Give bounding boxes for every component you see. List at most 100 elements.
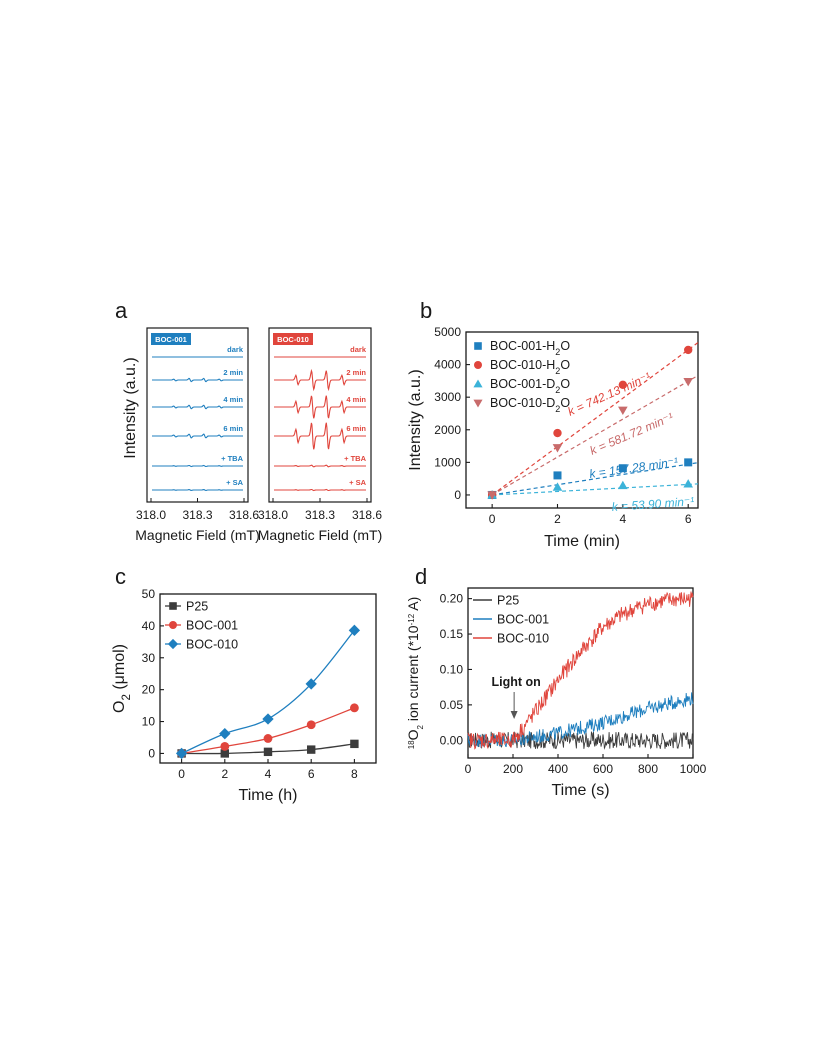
b-point: [618, 464, 627, 473]
epr-trace: [274, 464, 366, 468]
b-ytick-label: 0: [454, 488, 461, 502]
b-fit-label: k = 53.90 min⁻¹: [611, 494, 694, 514]
epr-xtick-label: 318.0: [136, 508, 166, 522]
c-point: [262, 713, 274, 725]
d-xtick-label: 800: [638, 762, 658, 776]
b-ytick-label: 5000: [434, 325, 461, 339]
c-legend-label: P25: [186, 600, 208, 614]
c-point: [350, 739, 359, 749]
d-ytick-label: 0.00: [440, 733, 464, 747]
c-point: [263, 747, 273, 757]
c-point: [219, 727, 231, 740]
epr-trace-label: + SA: [226, 478, 243, 487]
epr-trace: [152, 489, 243, 491]
epr-trace: [152, 377, 243, 383]
c-xtick-label: 8: [351, 767, 358, 781]
d-xtick-label: 1000: [680, 762, 707, 776]
b-point: [553, 471, 562, 480]
b-ytick-label: 1000: [434, 455, 461, 469]
c-ytick-label: 20: [142, 683, 156, 697]
epr-xlabel: Magnetic Field (mT): [258, 527, 382, 543]
epr-trace: [152, 433, 243, 439]
epr-trace-label: + TBA: [344, 454, 366, 463]
c-ytick-label: 0: [148, 746, 155, 760]
epr-xlabel: Magnetic Field (mT): [135, 527, 259, 543]
c-point: [307, 745, 316, 754]
b-legend-marker: [474, 361, 482, 369]
c-xlabel: Time (h): [239, 787, 298, 804]
epr-subpanel-2: BOC-010 dark 2 min 4 min 6 min + TBA + SA 318.0…: [258, 327, 382, 543]
c-ylabel: O2 (μmol): [111, 644, 133, 713]
d-ylabel-part: A): [405, 597, 421, 614]
panel-d-letter: d: [415, 564, 427, 589]
epr-trace-label: 6 min: [346, 424, 366, 433]
d-xlabel: Time (s): [551, 782, 609, 799]
b-ytick-label: 4000: [434, 358, 461, 372]
c-legend-marker: [169, 602, 177, 610]
epr-frame: [146, 327, 249, 503]
b-legend-label: BOC-010-D2O: [490, 396, 570, 414]
d-ylabel-part: O: [405, 729, 421, 740]
b-legend-marker: [474, 342, 482, 350]
b-legend-label: BOC-010-H2O: [490, 358, 570, 376]
d-series-line: [467, 730, 694, 750]
b-legend-label: BOC-001-H2O: [490, 339, 570, 357]
epr-badge: [151, 333, 191, 345]
panel-a-ylabel: Intensity (a.u.): [122, 357, 139, 458]
epr-trace-label: + TBA: [221, 454, 243, 463]
d-ytick-label: 0.15: [440, 627, 464, 641]
d-xtick-label: 0: [465, 762, 472, 776]
c-point: [220, 742, 230, 751]
c-point: [175, 747, 188, 760]
d-xtick-label: 200: [503, 762, 523, 776]
c-point: [348, 624, 361, 637]
b-fit-label: k = 742.13 min⁻¹: [566, 370, 653, 419]
epr-badge: [273, 333, 313, 345]
epr-xtick-label: 318.3: [305, 508, 335, 522]
epr-xtick-label: 318.6: [352, 508, 382, 522]
panel-a-letter: a: [115, 298, 128, 323]
b-xtick-label: 2: [554, 512, 561, 526]
b-point: [684, 458, 693, 467]
epr-badge-label: BOC-010: [277, 335, 309, 344]
c-legend-label: BOC-010: [186, 638, 238, 652]
b-fit-line: [491, 374, 699, 496]
c-point: [306, 720, 316, 730]
panel-b-letter: b: [420, 298, 432, 323]
c-point: [349, 703, 359, 713]
b-fit-label: k = 157.28 min⁻¹: [588, 455, 678, 481]
d-ytick-label: 0.10: [440, 662, 464, 676]
c-ytick-label: 30: [142, 651, 156, 665]
d-arrow-head: [510, 711, 518, 719]
epr-trace-label: 6 min: [223, 424, 243, 433]
b-xtick-label: 0: [489, 512, 496, 526]
b-legend-marker: [473, 399, 483, 408]
epr-frame: [268, 327, 372, 503]
b-point: [552, 444, 563, 453]
epr-xtick-label: 318.3: [182, 508, 212, 522]
b-ytick-label: 2000: [434, 423, 461, 437]
d-ytick-label: 0.20: [440, 592, 464, 606]
epr-trace-label: 2 min: [223, 368, 243, 377]
d-series-line: [467, 591, 694, 750]
d-ylabel-part: ion current (*10: [405, 625, 421, 725]
epr-trace: [274, 368, 366, 392]
c-ytick-label: 10: [142, 715, 156, 729]
b-fit-label: k = 581.72 min⁻¹: [588, 410, 676, 458]
panel-c-letter: c: [115, 564, 126, 589]
c-legend-label: BOC-001: [186, 619, 238, 633]
epr-trace: [152, 404, 243, 410]
c-legend-marker: [169, 621, 177, 629]
epr-xtick-label: 318.6: [229, 508, 259, 522]
epr-trace-label: dark: [227, 345, 244, 354]
panel-a: Intensity (a.u.) BOC-001 dark 2 min 4 min 6 …: [122, 327, 382, 543]
epr-trace-label: dark: [350, 345, 367, 354]
c-legend-marker: [167, 638, 179, 650]
epr-trace: [274, 395, 366, 419]
b-point: [487, 491, 497, 500]
b-legend-label: BOC-001-D2O: [490, 377, 570, 395]
b-fit-line: [491, 342, 699, 496]
b-legend-marker: [473, 379, 483, 388]
d-legend-label: BOC-010: [497, 632, 549, 646]
epr-badge-label: BOC-001: [155, 335, 187, 344]
